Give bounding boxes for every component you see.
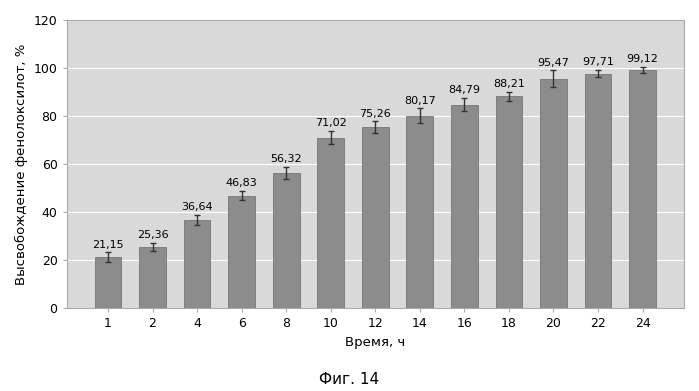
Text: 75,26: 75,26 [359, 109, 391, 118]
Bar [317, 138, 344, 308]
Text: 80,17: 80,17 [404, 95, 435, 106]
Bar [496, 96, 522, 308]
Bar [184, 220, 210, 308]
Bar [362, 127, 389, 308]
X-axis label: Время, ч: Время, ч [345, 335, 405, 349]
Bar [273, 173, 300, 308]
Bar [94, 257, 122, 308]
Y-axis label: Высвобождение фенолоксилот, %: Высвобождение фенолоксилот, % [15, 43, 28, 285]
Bar [584, 74, 612, 308]
Text: 25,36: 25,36 [137, 230, 168, 240]
Text: 46,83: 46,83 [226, 178, 257, 188]
Text: 56,32: 56,32 [271, 154, 302, 164]
Bar [406, 116, 433, 308]
Text: 99,12: 99,12 [626, 54, 658, 65]
Text: 97,71: 97,71 [582, 57, 614, 67]
Bar [139, 247, 166, 308]
Text: 88,21: 88,21 [493, 79, 525, 89]
Text: 84,79: 84,79 [448, 85, 480, 95]
Text: 36,64: 36,64 [181, 202, 213, 212]
Bar [629, 70, 656, 308]
Bar [229, 196, 255, 308]
Bar [451, 104, 477, 308]
Text: Фиг. 14: Фиг. 14 [319, 372, 380, 387]
Text: 95,47: 95,47 [538, 57, 570, 68]
Text: 21,15: 21,15 [92, 240, 124, 249]
Text: 71,02: 71,02 [315, 118, 347, 128]
Bar [540, 79, 567, 308]
